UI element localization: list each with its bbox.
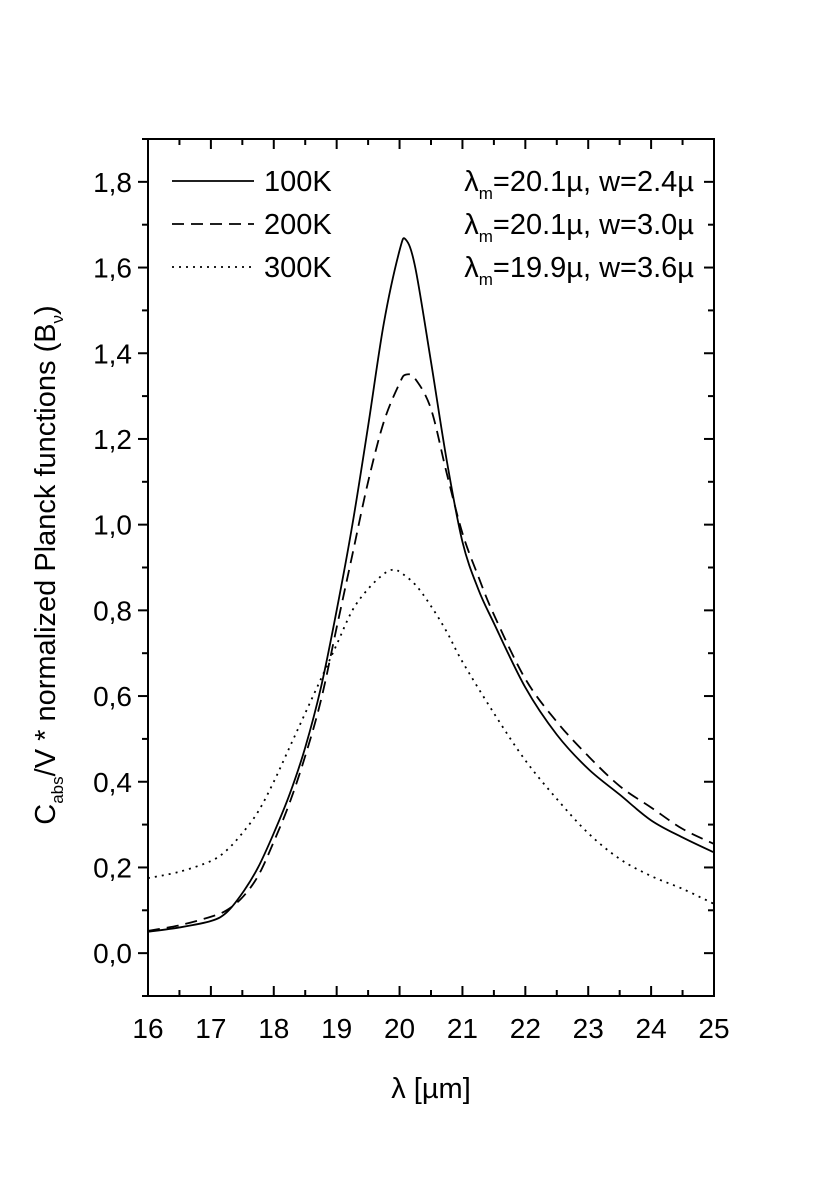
y-tick-label: 0,8 — [93, 595, 132, 626]
legend-lambda: λ — [464, 209, 479, 241]
y-tick-label: 0,0 — [93, 938, 132, 969]
x-tick-label: 18 — [258, 1013, 289, 1044]
y-axis-title-sub2: ν — [48, 315, 67, 324]
x-axis-title: λ [µm] — [391, 1073, 471, 1105]
y-axis-title-sub: abs — [48, 776, 67, 803]
legend-params-300K: λm=19.9µ, w=3.6µ — [464, 252, 694, 289]
x-tick-label: 24 — [636, 1013, 667, 1044]
legend-param-text: =20.1µ, w=2.4µ — [493, 166, 694, 198]
x-tick-label: 17 — [195, 1013, 226, 1044]
series-line-300K — [147, 568, 715, 905]
legend-label-300K: 300K — [264, 252, 332, 284]
series-line-100K — [147, 237, 715, 933]
y-axis-title-main: C — [30, 804, 62, 825]
legend-lambda-sub: m — [479, 270, 493, 289]
y-axis-title-rest: /V * normalized Planck functions (B — [30, 323, 62, 776]
legend-params-100K: λm=20.1µ, w=2.4µ — [464, 166, 694, 203]
legend-label-200K: 200K — [264, 209, 332, 241]
y-tick-label: 1,6 — [93, 253, 132, 284]
x-tick-label: 25 — [698, 1013, 729, 1044]
legend-label-100K: 100K — [264, 166, 332, 198]
x-tick-label: 16 — [132, 1013, 163, 1044]
series-layer — [147, 237, 715, 933]
x-tick-label: 22 — [510, 1013, 541, 1044]
legend-lambda-sub: m — [479, 227, 493, 246]
x-tick-label: 23 — [573, 1013, 604, 1044]
y-tick-label: 1,2 — [93, 424, 132, 455]
legend-lambda: λ — [464, 252, 479, 284]
x-tick-label: 19 — [321, 1013, 352, 1044]
legend-param-text: =20.1µ, w=3.0µ — [493, 209, 694, 241]
legend-params-200K: λm=20.1µ, w=3.0µ — [464, 209, 694, 246]
y-axis-title: Cabs/V * normalized Planck functions (Bν… — [30, 305, 67, 824]
y-tick-label: 1,4 — [93, 338, 132, 369]
series-line-200K — [147, 373, 715, 932]
y-tick-label: 1,0 — [93, 510, 132, 541]
legend-lambda-sub: m — [479, 184, 493, 203]
legend-lambda: λ — [464, 166, 479, 198]
y-tick-label: 1,8 — [93, 167, 132, 198]
y-tick-label: 0,2 — [93, 852, 132, 883]
y-tick-label: 0,6 — [93, 681, 132, 712]
y-tick-label: 0,4 — [93, 767, 132, 798]
y-axis-title-end: ) — [30, 305, 62, 315]
legend-param-text: =19.9µ, w=3.6µ — [493, 252, 694, 284]
x-tick-label: 20 — [384, 1013, 415, 1044]
x-tick-label: 21 — [447, 1013, 478, 1044]
plot-frame — [147, 138, 715, 997]
